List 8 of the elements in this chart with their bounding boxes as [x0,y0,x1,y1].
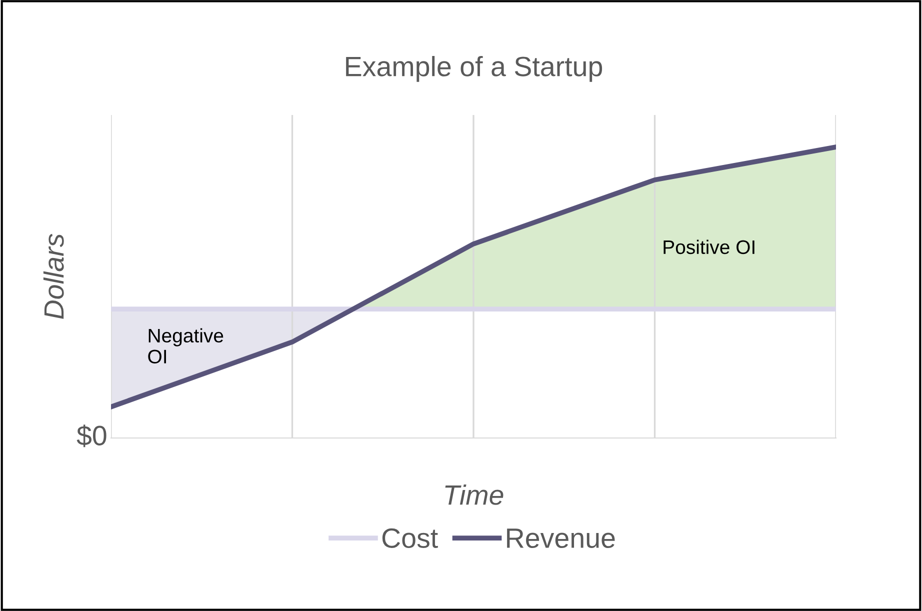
x-axis-title: Time [445,484,504,505]
text: $0 [76,424,106,448]
annotation: Negative OI [148,328,224,364]
y-axis-title: Dollars [43,234,64,319]
legend-label: Revenue [507,528,615,548]
chart-title: Example of a Startup [346,56,602,82]
annotation: Positive OI [664,240,754,254]
legend-label: Cost [382,528,438,548]
